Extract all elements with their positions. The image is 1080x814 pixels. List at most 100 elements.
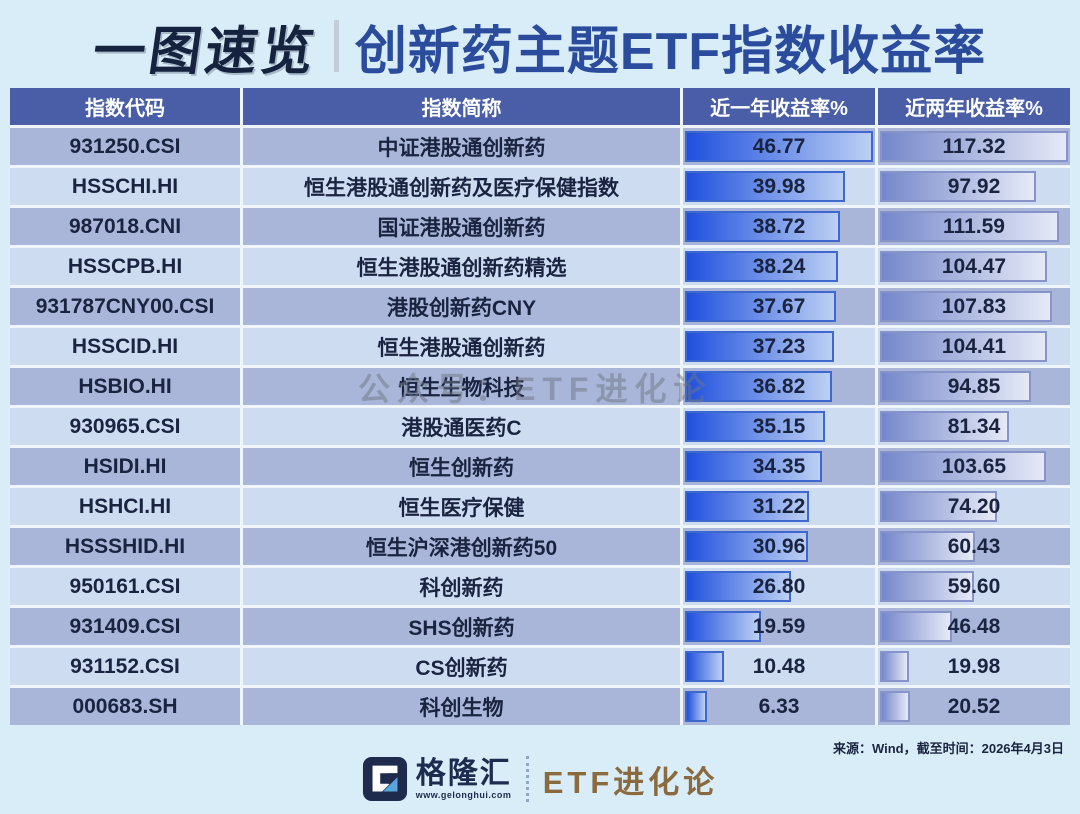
- return-2y-bar: [880, 491, 998, 522]
- index-code-cell: HSHCI.HI: [10, 488, 240, 525]
- return-1y-cell: 10.48: [683, 648, 875, 685]
- return-1y-value: 6.33: [758, 694, 800, 718]
- return-1y-value: 26.80: [752, 574, 806, 598]
- index-name: SHS创新药: [408, 616, 515, 640]
- return-2y-cell: 97.92: [878, 168, 1070, 205]
- return-1y-value: 30.96: [752, 534, 806, 558]
- return-1y-cell: 31.22: [683, 488, 875, 525]
- index-name: 港股创新药CNY: [386, 296, 537, 320]
- return-1y-cell: 46.77: [683, 128, 875, 165]
- return-1y-bar: [685, 411, 826, 442]
- index-name: 恒生生物科技: [398, 376, 525, 400]
- return-1y-value: 39.98: [752, 174, 806, 198]
- return-2y-cell: 104.41: [878, 328, 1070, 365]
- return-2y-bar: [880, 691, 910, 722]
- return-1y-bar: [685, 131, 873, 162]
- index-code: 931787CNY00.CSI: [35, 294, 215, 318]
- index-code-cell: 987018.CNI: [10, 208, 240, 245]
- index-code: HSIDI.HI: [83, 454, 167, 478]
- footer: 格隆汇 www.gelonghui.com ETF进化论: [0, 756, 1080, 802]
- title-text: 创新药主题ETF指数收益率: [354, 22, 987, 81]
- return-2y-value: 81.34: [947, 414, 1001, 438]
- column-header-1: 指数简称: [243, 88, 680, 125]
- return-1y-cell: 26.80: [683, 568, 875, 605]
- return-1y-bar: [685, 211, 840, 242]
- index-name: 恒生港股通创新药及医疗保健指数: [304, 176, 619, 200]
- index-code: HSHCI.HI: [78, 494, 172, 518]
- index-code: HSSCPB.HI: [67, 254, 183, 278]
- return-1y-value: 38.72: [752, 214, 806, 238]
- return-1y-value: 19.59: [752, 614, 806, 638]
- index-code: HSSSHID.HI: [64, 534, 186, 558]
- return-1y-bar: [685, 331, 834, 362]
- index-name-cell: 科创生物: [243, 688, 680, 725]
- return-2y-value: 19.98: [947, 654, 1001, 678]
- index-name-cell: CS创新药: [243, 648, 680, 685]
- index-code: HSSCHI.HI: [71, 174, 179, 198]
- column-header-0: 指数代码: [10, 88, 240, 125]
- index-name: 国证港股通创新药: [377, 216, 546, 240]
- index-name-cell: 恒生创新药: [243, 448, 680, 485]
- return-2y-value: 107.83: [941, 294, 1007, 318]
- return-2y-value: 111.59: [943, 214, 1005, 238]
- return-2y-value: 46.48: [947, 614, 1001, 638]
- index-code-cell: 950161.CSI: [10, 568, 240, 605]
- sub-brand: ETF进化论: [542, 764, 719, 800]
- return-1y-cell: 6.33: [683, 688, 875, 725]
- return-1y-cell: 38.24: [683, 248, 875, 285]
- brand-name: 格隆汇: [415, 756, 512, 790]
- return-2y-bar: [880, 451, 1046, 482]
- brand-block: 格隆汇 www.gelonghui.com: [362, 756, 512, 802]
- return-1y-cell: 35.15: [683, 408, 875, 445]
- index-name: 港股通医药C: [401, 416, 522, 440]
- return-2y-cell: 107.83: [878, 288, 1070, 325]
- index-code: 930965.CSI: [69, 414, 181, 438]
- index-name: 科创新药: [419, 576, 504, 600]
- index-code-cell: 931787CNY00.CSI: [10, 288, 240, 325]
- index-code-cell: HSSCHI.HI: [10, 168, 240, 205]
- column-header-2: 近一年收益率%: [683, 88, 875, 125]
- index-code-cell: 931250.CSI: [10, 128, 240, 165]
- index-code-cell: HSBIO.HI: [10, 368, 240, 405]
- return-1y-value: 10.48: [752, 654, 806, 678]
- return-1y-value: 37.23: [752, 334, 806, 358]
- return-2y-cell: 60.43: [878, 528, 1070, 565]
- index-name: 科创生物: [419, 696, 504, 720]
- return-2y-cell: 103.65: [878, 448, 1070, 485]
- return-2y-cell: 81.34: [878, 408, 1070, 445]
- return-1y-bar: [685, 291, 836, 322]
- return-1y-bar: [685, 251, 838, 282]
- gelonghui-logo-icon: [362, 756, 407, 802]
- return-2y-cell: 19.98: [878, 648, 1070, 685]
- index-name: CS创新药: [415, 656, 508, 680]
- brand-url: www.gelonghui.com: [415, 789, 512, 800]
- index-name-cell: 科创新药: [243, 568, 680, 605]
- footer-divider: [525, 756, 529, 802]
- index-name-cell: 恒生生物科技: [243, 368, 680, 405]
- return-1y-cell: 19.59: [683, 608, 875, 645]
- index-code: HSSCID.HI: [71, 334, 179, 358]
- return-1y-bar: [685, 491, 810, 522]
- return-1y-cell: 34.35: [683, 448, 875, 485]
- return-1y-bar: [685, 371, 833, 402]
- return-1y-cell: 39.98: [683, 168, 875, 205]
- return-1y-bar: [685, 531, 809, 562]
- title-divider: [333, 20, 339, 72]
- index-name: 中证港股通创新药: [377, 136, 546, 160]
- title-badge: 一图速览: [89, 22, 322, 81]
- return-2y-cell: 59.60: [878, 568, 1070, 605]
- return-1y-bar: [685, 171, 846, 202]
- return-1y-cell: 36.82: [683, 368, 875, 405]
- return-2y-value: 103.65: [941, 454, 1007, 478]
- index-code: 000683.SH: [72, 694, 178, 718]
- return-2y-bar: [880, 371, 1032, 402]
- return-2y-value: 74.20: [947, 494, 1001, 518]
- return-2y-value: 94.85: [947, 374, 1001, 398]
- return-2y-cell: 94.85: [878, 368, 1070, 405]
- return-2y-bar: [880, 531, 975, 562]
- index-name-cell: 中证港股通创新药: [243, 128, 680, 165]
- index-code-cell: HSSSHID.HI: [10, 528, 240, 565]
- return-2y-value: 59.60: [947, 574, 1001, 598]
- index-name-cell: 国证港股通创新药: [243, 208, 680, 245]
